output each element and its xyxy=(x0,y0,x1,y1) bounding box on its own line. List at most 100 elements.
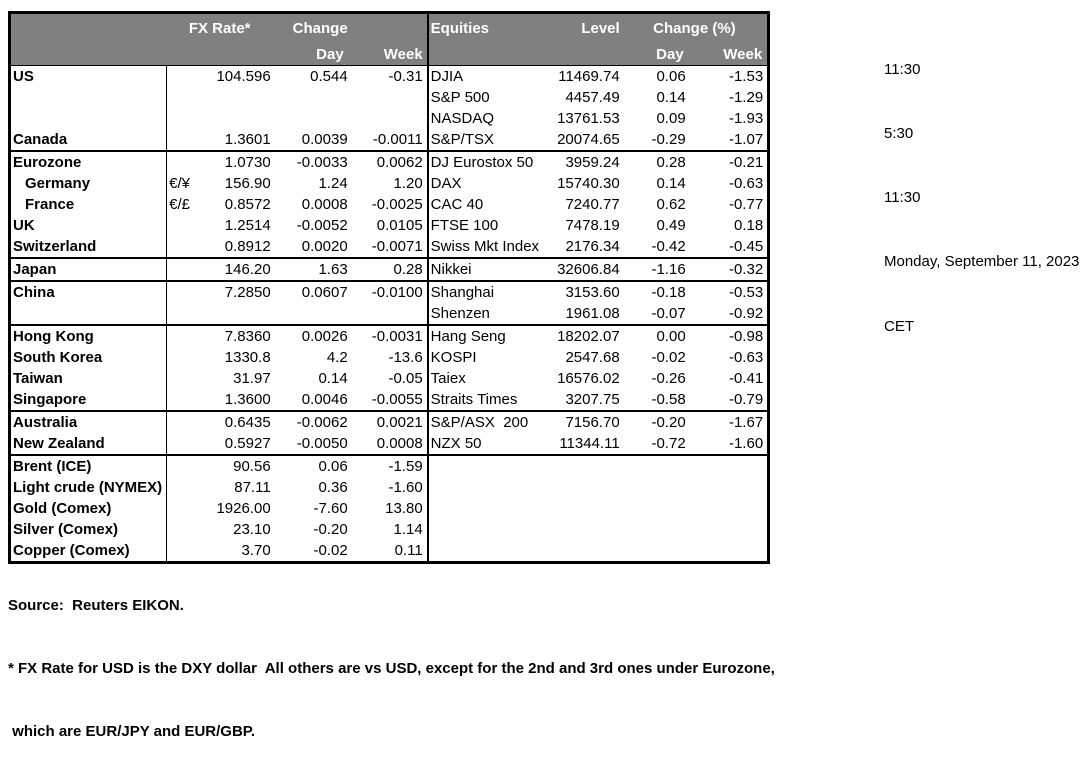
timezone-label: CET xyxy=(884,317,914,335)
table-row: UK 1.2514 -0.0052 0.0105 FTSE 100 7478.19 0.49… xyxy=(10,215,769,236)
fx-change-header: Change xyxy=(274,12,352,44)
eq-week-cell: -0.77 xyxy=(728,196,764,213)
pair-label xyxy=(166,108,199,129)
table-row: Singapore 1.3600 0.0046 -0.0055 Straits Time… xyxy=(9,389,769,412)
fx-day-cell: 0.544 xyxy=(310,68,348,85)
fx-day-cell: 0.0607 xyxy=(301,284,348,301)
equity-name-cell: DJ Eurostox 50 xyxy=(426,151,547,173)
fx-day-cell: -0.20 xyxy=(313,521,348,538)
level-cell: 16576.02 xyxy=(557,370,620,387)
eq-week-cell: -1.07 xyxy=(689,129,769,152)
equity-name-cell: NZX 50 xyxy=(426,433,547,456)
country-cell: Taiwan xyxy=(13,370,63,387)
country-cell: New Zealand xyxy=(9,433,167,456)
country-cell: Brent (ICE) xyxy=(13,458,92,475)
level-cell: 11344.11 xyxy=(546,433,624,456)
eq-day-cell xyxy=(624,477,690,498)
eq-day-cell: -0.20 xyxy=(651,414,686,431)
table-row: S&P 500 4457.49 0.14 -1.29 xyxy=(10,87,769,108)
eq-day-cell: 0.06 xyxy=(656,68,686,85)
fx-rate-cell: 7.2850 xyxy=(224,284,271,301)
eq-week-cell: 0.18 xyxy=(733,217,764,234)
equity-name-cell: Nikkei xyxy=(426,258,547,282)
pair-label xyxy=(166,87,199,108)
fx-day-cell: -0.02 xyxy=(313,542,348,559)
fx-day-cell xyxy=(275,87,352,108)
fx-day-header: Day xyxy=(274,44,352,66)
level-subspacer xyxy=(546,44,624,66)
equity-name-cell xyxy=(426,498,547,519)
country-cell: Gold (Comex) xyxy=(13,500,112,517)
equity-name-cell: Shenzen xyxy=(426,303,547,326)
country-cell xyxy=(10,108,167,129)
table-row: Germany €/¥ 156.90 1.24 1.20 DAX 15740.30 0.14 -… xyxy=(10,173,769,194)
eq-day-cell: -0.29 xyxy=(623,129,690,152)
fx-week-cell: 0.0021 xyxy=(376,414,423,431)
pair-label xyxy=(166,215,199,236)
fx-rate-cell: 1.2514 xyxy=(224,217,271,234)
pair-label xyxy=(166,498,199,519)
fx-change-spacer xyxy=(351,12,428,44)
equity-name-cell: Hang Seng xyxy=(426,325,547,347)
level-cell xyxy=(547,477,624,498)
level-cell: 32606.84 xyxy=(546,258,624,282)
fx-rate-cell: 87.11 xyxy=(234,479,271,496)
pair-label xyxy=(166,455,199,477)
eq-day-cell xyxy=(624,519,690,540)
country-cell: Hong Kong xyxy=(13,328,94,345)
country-cell: Singapore xyxy=(9,389,167,412)
fx-week-cell: 0.11 xyxy=(394,542,423,559)
fx-rate-subspacer xyxy=(166,44,275,66)
eq-week-cell: -0.92 xyxy=(689,303,769,326)
fx-week-cell: -1.60 xyxy=(388,479,423,496)
pair-label xyxy=(166,433,199,456)
equity-name-cell: FTSE 100 xyxy=(426,215,547,236)
table-row: Copper (Comex) 3.70 -0.02 0.11 xyxy=(10,540,769,563)
fx-rate-cell: 23.10 xyxy=(233,521,271,538)
level-cell: 3959.24 xyxy=(565,154,620,171)
equity-name-cell: Shanghai xyxy=(426,281,547,303)
level-cell: 7240.77 xyxy=(565,196,620,213)
fx-week-cell: -0.0031 xyxy=(371,328,423,345)
eq-day-cell: 0.14 xyxy=(656,175,686,192)
pair-label xyxy=(166,477,199,498)
table-row: China 7.2850 0.0607 -0.0100 Shanghai 3153.60 -… xyxy=(10,281,769,303)
level-cell xyxy=(547,519,624,540)
level-cell: 1961.08 xyxy=(546,303,624,326)
fx-equities-table: FX Rate* Change Equities Level Change (%… xyxy=(8,11,771,564)
fx-rate-cell: 0.8572 xyxy=(224,196,271,213)
eq-week-cell: -1.60 xyxy=(689,433,769,456)
pair-label xyxy=(166,411,199,433)
pair-label xyxy=(166,236,199,259)
equity-name-cell: Swiss Mkt Index xyxy=(426,236,547,259)
equity-name-cell: S&P 500 xyxy=(426,87,547,108)
fx-day-cell: 0.06 xyxy=(318,458,348,475)
level-cell: 20074.65 xyxy=(546,129,624,152)
eq-day-cell xyxy=(624,498,690,519)
fx-day-cell: -0.0052 xyxy=(296,217,348,234)
eq-day-cell: -1.16 xyxy=(623,258,690,282)
equities-header: Equities xyxy=(426,12,547,44)
equity-name-cell xyxy=(426,455,547,477)
eq-week-cell xyxy=(690,477,769,498)
fx-rate-cell: 7.8360 xyxy=(224,328,271,345)
equity-name-cell: Straits Times xyxy=(426,389,547,412)
equity-name-cell: Taiex xyxy=(426,368,547,389)
pair-label xyxy=(166,303,199,326)
eq-week-cell: -0.79 xyxy=(689,389,769,412)
fx-rate-cell: 1.0730 xyxy=(224,154,271,171)
fx-day-cell: -0.0050 xyxy=(274,433,352,456)
pair-label xyxy=(166,281,199,303)
time-secondary: 5:30 xyxy=(884,125,914,143)
fx-rate-cell xyxy=(198,303,275,326)
fx-rate-cell xyxy=(199,108,275,129)
footnote-line-1: * FX Rate for USD is the DXY dollar All … xyxy=(8,660,775,677)
table-row: Hong Kong 7.8360 0.0026 -0.0031 Hang Seng 182… xyxy=(10,325,769,347)
country-cell: Silver (Comex) xyxy=(13,521,119,538)
eq-week-cell: -0.41 xyxy=(728,370,764,387)
table-row: Eurozone 1.0730 -0.0033 0.0062 DJ Eurostox 5… xyxy=(10,151,769,173)
eq-day-cell: -0.58 xyxy=(623,389,690,412)
table-row: New Zealand 0.5927 -0.0050 0.0008 NZX 50 1134… xyxy=(9,433,769,456)
equity-name-cell: NASDAQ xyxy=(426,108,547,129)
country-cell: US xyxy=(13,68,34,85)
